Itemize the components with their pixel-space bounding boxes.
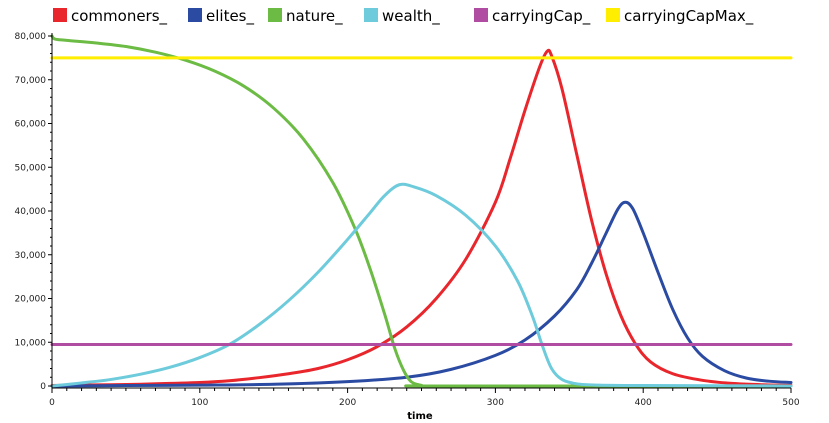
y-tick-label: 40,000 [15,207,47,217]
series-line-elites [50,200,793,388]
legend-swatch [474,8,488,22]
x-ticks: 0 100 200 300 400 500 [49,388,800,408]
y-tick-label: 20,000 [15,295,47,305]
legend-swatch [364,8,378,22]
y-ticks: 0 10,000 20,000 30,000 40,000 50,000 60,000 70,… [15,32,52,392]
legend-label: carryingCapMax_ [624,7,754,26]
legend-label: carryingCap_ [492,7,591,26]
legend-swatch [53,8,67,22]
x-tick-label: 500 [782,398,799,408]
series-layer [50,34,793,388]
legend: commoners_ elites_ nature_ wealth_ carryingC… [53,7,754,26]
x-tick-label: 0 [49,398,55,408]
x-tick-label: 100 [191,398,208,408]
legend-label: wealth_ [382,7,440,26]
x-tick-label: 200 [339,398,356,408]
legend-label: commoners_ [71,7,168,26]
y-tick-label: 0 [40,382,46,392]
x-axis-title: time [407,411,433,422]
y-tick-label: 30,000 [15,251,47,261]
legend-label: nature_ [286,7,343,26]
legend-swatch [268,8,282,22]
x-tick-label: 400 [635,398,652,408]
x-tick-label: 300 [487,398,504,408]
series-line-wealth [50,182,793,388]
legend-label: elites_ [206,7,254,26]
legend-swatch [606,8,620,22]
y-tick-label: 70,000 [15,76,47,86]
y-tick-label: 50,000 [15,163,47,173]
series-line-nature [50,34,793,388]
y-tick-label: 60,000 [15,120,47,130]
y-tick-label: 80,000 [15,32,47,42]
y-tick-label: 10,000 [15,338,47,348]
legend-swatch [188,8,202,22]
series-line-commoners [50,48,793,388]
